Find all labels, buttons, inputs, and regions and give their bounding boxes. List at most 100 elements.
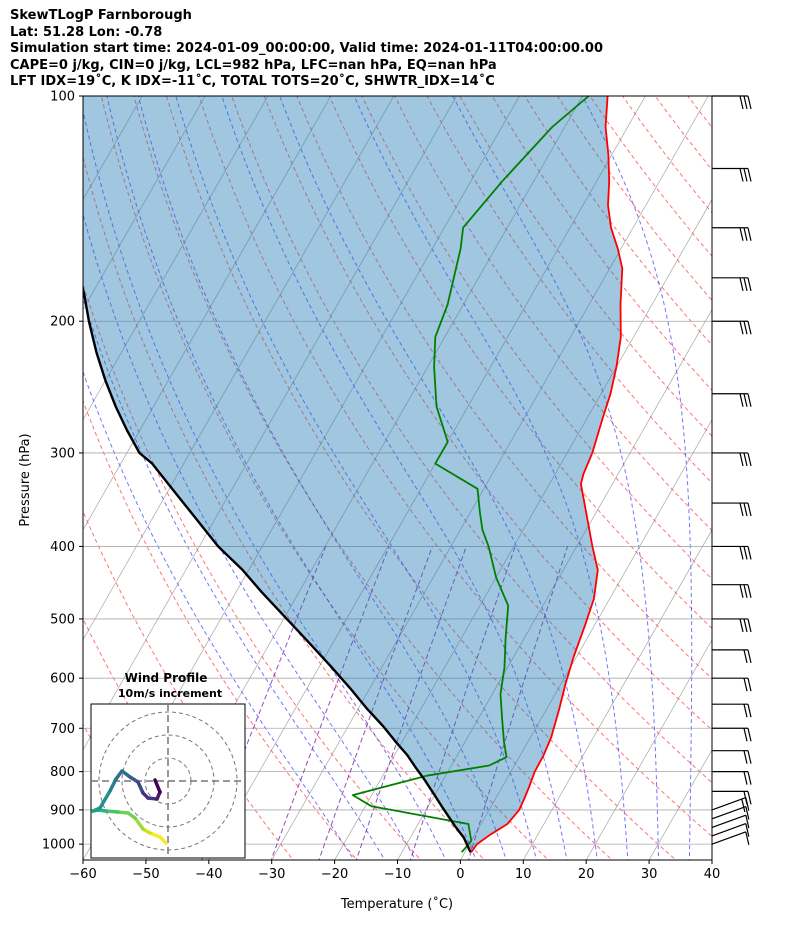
- barb-shaft: [711, 797, 747, 811]
- barb-feather: [747, 678, 752, 692]
- barb-feather: [747, 728, 752, 742]
- dry-adiabat: [198, 96, 712, 837]
- moist-adiabat: [718, 96, 741, 863]
- barb-feather: [743, 618, 748, 633]
- y-axis-label: Pressure (hPa): [18, 433, 33, 526]
- dry-adiabat: [100, 96, 550, 860]
- barb-feather: [747, 321, 752, 335]
- mixing-ratio-line: [201, 546, 327, 860]
- dry-adiabat: [263, 96, 712, 731]
- wind-barb: [712, 771, 752, 785]
- y-tick-label: 100: [50, 90, 75, 105]
- dry-adiabat: [83, 510, 294, 860]
- barb-feather: [747, 771, 752, 785]
- y-tick-label: 400: [50, 540, 75, 555]
- hodograph-subtitle: 10m/s increment: [118, 687, 222, 700]
- isotherm: [208, 96, 646, 860]
- barb-shaft: [711, 805, 747, 820]
- barb-feather: [745, 831, 750, 845]
- barb-feather: [739, 502, 744, 517]
- barb-feather: [739, 168, 744, 182]
- barb-feather: [743, 704, 748, 718]
- barb-feather: [743, 502, 748, 517]
- wind-barb: [712, 277, 752, 291]
- isotherm: [397, 308, 712, 860]
- y-tick-label: 1000: [42, 838, 75, 853]
- x-tick-label: −20: [321, 867, 348, 882]
- hodograph-inset: Wind Profile 10m/s increment: [90, 671, 246, 859]
- barb-feather: [743, 584, 748, 598]
- wind-barb: [711, 823, 750, 837]
- barb-feather: [743, 678, 748, 692]
- wind-barb: [712, 649, 752, 664]
- wind-barb: [712, 502, 752, 517]
- wind-barb: [712, 750, 752, 764]
- y-tick-label: 300: [50, 446, 75, 461]
- mixing-ratio-line: [467, 546, 569, 860]
- x-tick-label: 40: [704, 867, 721, 882]
- barb-shaft: [711, 823, 747, 837]
- barb-feather: [743, 791, 748, 805]
- wind-barb: [712, 790, 752, 805]
- y-axis: 100 200 300 400 500 600 700 800 900 1000: [42, 90, 83, 853]
- barb-feather: [739, 618, 744, 633]
- hodograph-trace-segment: [136, 780, 145, 795]
- parcel-path-line: [83, 283, 472, 853]
- wind-barb: [712, 452, 752, 467]
- barb-feather: [743, 750, 748, 764]
- hodograph-trace-segment: [153, 778, 162, 794]
- isotherm: [0, 79, 89, 863]
- barb-feather: [743, 277, 748, 291]
- wind-barb: [711, 831, 750, 845]
- isotherm: [83, 96, 206, 311]
- barb-feather: [747, 618, 752, 633]
- barb-feather: [739, 227, 744, 241]
- hodograph-trace-segment: [104, 809, 120, 814]
- barb-feather: [745, 806, 750, 820]
- barb-feather: [743, 771, 748, 785]
- isotherm: [334, 198, 712, 860]
- isotherm: [459, 418, 712, 860]
- barb-feather: [747, 750, 752, 764]
- wind-barb: [712, 167, 752, 182]
- barb-feather: [747, 546, 752, 560]
- wind-barb: [712, 584, 752, 598]
- barb-feather: [745, 815, 750, 829]
- barb-feather: [739, 452, 744, 467]
- y-tick-label: 600: [50, 672, 75, 687]
- dry-adiabat: [621, 96, 712, 214]
- barb-shaft: [711, 831, 747, 845]
- hodograph-trace-segment: [148, 831, 162, 839]
- dry-adiabat: [394, 96, 712, 532]
- wind-barb: [712, 320, 752, 335]
- y-tick-label: 500: [50, 612, 75, 627]
- barb-feather: [743, 546, 748, 560]
- mixing-ratio-line: [318, 546, 433, 860]
- cin-shading: [83, 96, 623, 853]
- barb-feather: [747, 649, 752, 664]
- mixing-ratio-line: [409, 546, 516, 860]
- dry-adiabat: [654, 96, 712, 171]
- barb-feather: [743, 321, 748, 335]
- mixing-ratio-line: [270, 546, 390, 860]
- barb-feather: [743, 227, 748, 241]
- wind-barb: [711, 797, 750, 813]
- hodograph-trace-segment: [108, 777, 118, 793]
- x-tick-label: −30: [258, 867, 285, 882]
- wind-barb: [712, 227, 752, 241]
- x-tick-label: −50: [132, 867, 159, 882]
- x-tick-label: −60: [69, 867, 96, 882]
- moist-adiabat: [221, 96, 568, 860]
- wind-barb: [712, 677, 752, 692]
- wind-barb: [712, 393, 752, 407]
- isotherm: [711, 859, 712, 860]
- wind-barb: [712, 703, 752, 718]
- isotherm: [585, 639, 712, 860]
- dry-adiabat: [296, 96, 712, 680]
- barb-feather: [743, 728, 748, 742]
- isotherm: [83, 96, 269, 421]
- barb-feather: [743, 649, 748, 664]
- barb-feather: [743, 452, 748, 467]
- dry-adiabat: [740, 79, 794, 863]
